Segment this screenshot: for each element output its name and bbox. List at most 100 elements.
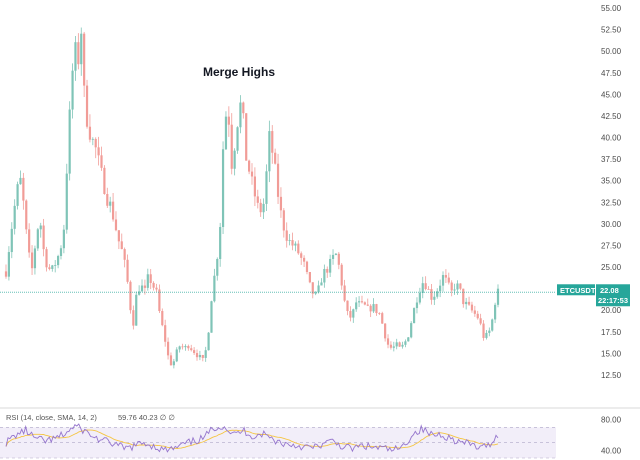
price-tag-value-box bbox=[596, 284, 630, 307]
candle-body bbox=[415, 302, 419, 309]
price-tick-label: 15.00 bbox=[601, 349, 622, 358]
candle-body bbox=[51, 265, 54, 269]
candle-body bbox=[48, 267, 51, 269]
candle-body bbox=[430, 289, 433, 300]
candle-body bbox=[256, 196, 259, 203]
candle-body bbox=[123, 249, 126, 260]
candle-body bbox=[88, 126, 92, 140]
candle-body bbox=[198, 354, 202, 358]
candle-body bbox=[94, 138, 97, 148]
rsi-tick-label: 80.00 bbox=[601, 416, 622, 425]
candle-body bbox=[7, 252, 10, 277]
candle-body bbox=[404, 341, 407, 345]
candle-body bbox=[248, 160, 251, 172]
candle-body bbox=[62, 229, 65, 249]
candle-body bbox=[227, 116, 230, 125]
candle-body bbox=[424, 283, 427, 289]
candle-body bbox=[28, 229, 31, 253]
price-tag-symbol: ETCUSDT bbox=[560, 286, 596, 295]
candle-body bbox=[357, 301, 361, 303]
rsi-pane bbox=[0, 423, 556, 459]
rsi-tick-label: 40.00 bbox=[601, 446, 622, 455]
candle-body bbox=[337, 253, 340, 265]
candle-body bbox=[375, 304, 378, 314]
candle-body bbox=[467, 301, 471, 305]
candle-body bbox=[392, 346, 395, 348]
price-tick-label: 47.50 bbox=[601, 69, 622, 78]
candle-body bbox=[329, 258, 332, 273]
candle-body bbox=[239, 102, 242, 128]
price-tag-price: 22.08 bbox=[600, 286, 619, 295]
candle-body bbox=[305, 261, 309, 272]
price-tick-label: 37.50 bbox=[601, 155, 622, 164]
rsi-line bbox=[5, 423, 499, 453]
candle-body bbox=[216, 258, 219, 276]
candle-body bbox=[103, 167, 106, 195]
candle-body bbox=[213, 275, 216, 302]
candle-body bbox=[221, 149, 225, 228]
candle-body bbox=[317, 285, 320, 293]
candle-body bbox=[433, 296, 436, 300]
candle-body bbox=[259, 202, 262, 213]
price-tick-label: 42.50 bbox=[601, 112, 622, 121]
candle-body bbox=[117, 230, 120, 242]
price-tag-box bbox=[557, 284, 595, 296]
candle-body bbox=[465, 301, 468, 305]
chart-annotation: Merge Highs bbox=[203, 65, 275, 79]
candle-body bbox=[74, 42, 77, 71]
candle-body bbox=[482, 323, 485, 338]
candle-body bbox=[473, 310, 476, 314]
price-tick-label: 35.00 bbox=[601, 177, 622, 186]
candle-body bbox=[120, 241, 123, 250]
candle-body bbox=[166, 341, 170, 356]
rsi-axis[interactable]: 40.00 80.00 bbox=[601, 416, 622, 456]
candle-body bbox=[175, 349, 178, 362]
candle-body bbox=[326, 268, 329, 273]
price-axis[interactable]: 12.5015.0017.5020.0022.5025.0027.5030.00… bbox=[601, 4, 622, 380]
candle-body bbox=[401, 344, 404, 347]
candle-body bbox=[314, 292, 317, 294]
candle-body bbox=[456, 283, 459, 290]
candle-body bbox=[363, 302, 366, 305]
candle-body bbox=[441, 275, 445, 286]
candle-body bbox=[302, 257, 306, 262]
candle-body bbox=[297, 243, 300, 254]
price-tick-label: 30.00 bbox=[601, 220, 622, 229]
candle-body bbox=[352, 309, 355, 318]
candle-body bbox=[135, 294, 138, 326]
candle-body bbox=[274, 152, 277, 164]
candle-body bbox=[111, 201, 115, 220]
candle-body bbox=[172, 361, 175, 366]
rsi-legend[interactable]: RSI (14, close, SMA, 14, 2) bbox=[6, 413, 97, 422]
candle-body bbox=[155, 287, 158, 290]
candle-body bbox=[65, 173, 68, 230]
rsi-sma-line bbox=[5, 429, 499, 449]
candle-body bbox=[68, 109, 71, 174]
candle-body bbox=[386, 338, 390, 345]
candle-body bbox=[276, 163, 280, 197]
candle-body bbox=[129, 281, 132, 311]
candle-body bbox=[389, 344, 393, 348]
price-tick-label: 25.00 bbox=[601, 263, 622, 272]
candle-body bbox=[242, 102, 245, 114]
candle-body bbox=[25, 200, 28, 230]
candle-body bbox=[418, 292, 421, 303]
candle-body bbox=[236, 127, 239, 151]
candle-body bbox=[294, 243, 297, 246]
candle-body bbox=[230, 124, 233, 169]
candles-layer bbox=[4, 27, 500, 369]
candle-body bbox=[195, 353, 199, 358]
candle-body bbox=[253, 176, 256, 197]
candle-body bbox=[427, 288, 430, 290]
candle-body bbox=[83, 33, 86, 86]
candle-body bbox=[444, 275, 448, 278]
candle-body bbox=[204, 350, 207, 358]
candle-body bbox=[158, 289, 161, 312]
price-tick-label: 52.50 bbox=[601, 26, 622, 35]
candle-body bbox=[181, 346, 184, 348]
price-tick-label: 27.50 bbox=[601, 241, 622, 250]
candle-body bbox=[36, 229, 39, 249]
candle-body bbox=[334, 253, 338, 255]
candle-body bbox=[210, 301, 213, 333]
